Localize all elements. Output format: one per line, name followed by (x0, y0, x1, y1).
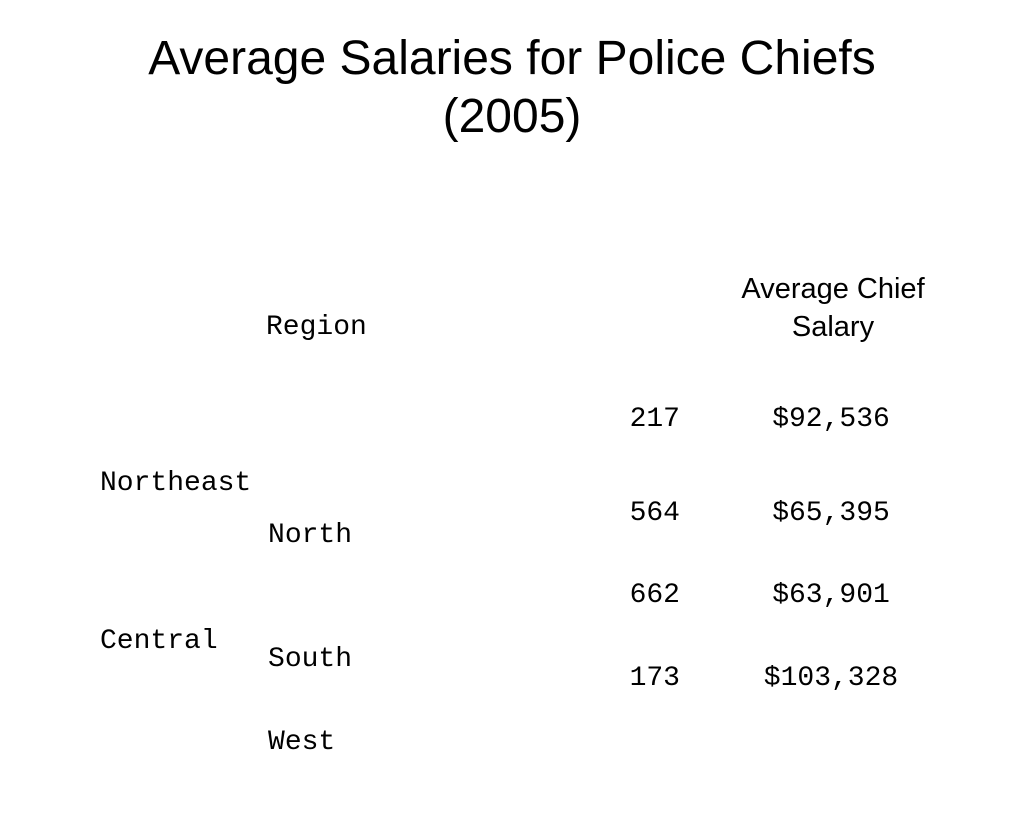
row-west-count: 173 (629, 663, 680, 694)
row-west-region: West (100, 663, 520, 823)
header-salary-line-1: Average Chief (741, 273, 925, 305)
header-average-chief-salary: Average Chief Salary (708, 270, 958, 346)
row-north-central-salary: $65,395 (772, 498, 890, 529)
row-south-salary: $63,901 (772, 580, 890, 611)
header-salary-line-2: Salary (791, 311, 875, 343)
region-name: South (100, 644, 353, 675)
row-north-central-region: North Central (100, 456, 520, 722)
row-northeast-count: 217 (629, 404, 680, 435)
row-south-count: 662 (629, 580, 680, 611)
region-name: Northeast (100, 468, 252, 499)
slide: Average Salaries for Police Chiefs (2005… (40, 30, 984, 758)
row-north-central-count: 564 (629, 498, 680, 529)
row-south-region: South (100, 580, 520, 740)
slide-title: Average Salaries for Police Chiefs (2005… (40, 30, 984, 146)
region-name-line-2: Central (100, 626, 218, 657)
title-line-2: (2005) (442, 90, 582, 143)
row-west-salary: $103,328 (763, 663, 899, 694)
title-line-1: Average Salaries for Police Chiefs (148, 32, 876, 85)
region-name: West (100, 727, 336, 758)
header-region: Region (266, 312, 367, 343)
row-northeast-region: Northeast (100, 404, 520, 564)
row-northeast-salary: $92,536 (772, 404, 890, 435)
region-name-line-1: North (100, 520, 353, 551)
